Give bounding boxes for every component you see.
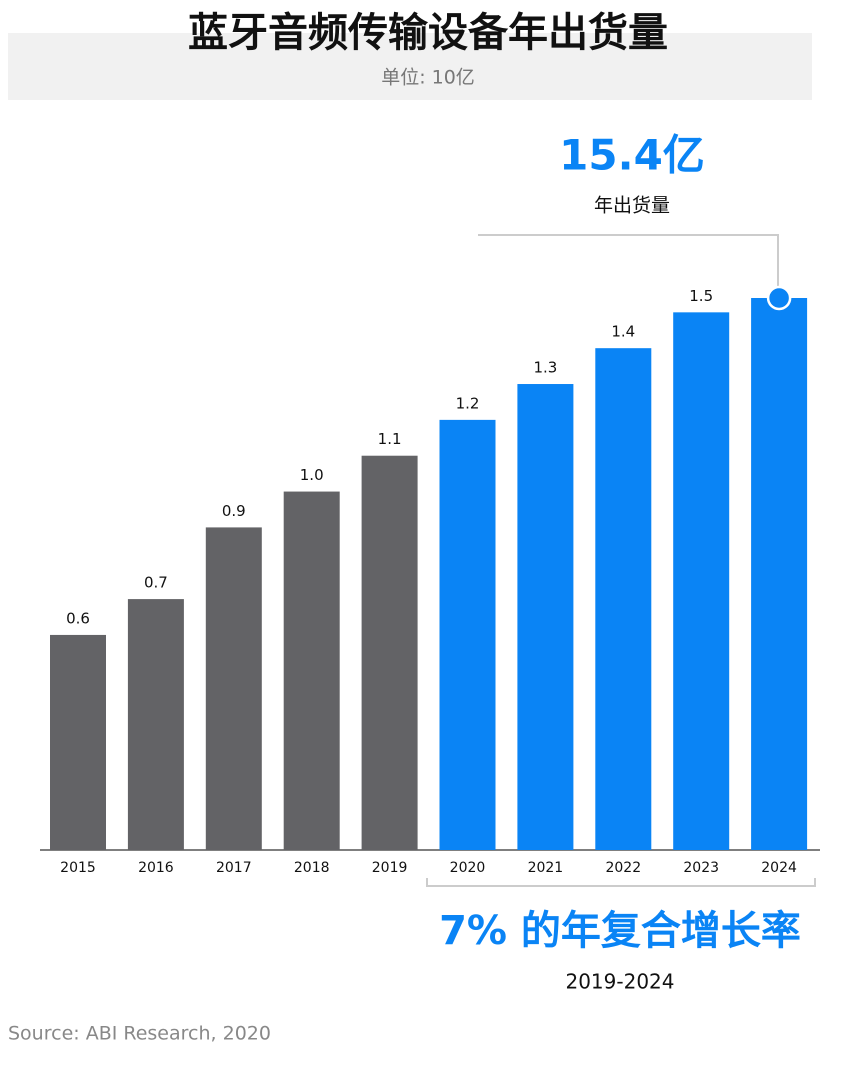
callout-value: 15.4亿 [559,131,705,180]
value-label: 0.9 [222,502,246,520]
growth-period: 2019-2024 [565,970,674,994]
callout-dot [766,285,792,311]
bar [517,384,574,850]
x-tick-label: 2021 [528,860,564,876]
bar [283,491,340,850]
bar [751,298,808,850]
chart-title: 蓝牙音频传输设备年出货量 [188,10,668,56]
bar [127,599,184,850]
bar [595,348,652,850]
value-label: 1.3 [533,359,557,377]
value-label: 1.0 [300,466,324,484]
value-label: 1.2 [456,394,480,412]
bar [361,455,418,850]
growth-bracket [426,878,816,887]
x-tick-label: 2023 [683,860,719,876]
x-tick-label: 2015 [60,860,96,876]
value-label: 0.6 [66,609,90,627]
bar [439,419,496,850]
x-tick-label: 2018 [294,860,330,876]
x-tick-label: 2019 [372,860,408,876]
x-tick-label: 2020 [450,860,486,876]
source: Source: ABI Research, 2020 [8,1023,271,1045]
x-tick-label: 2022 [605,860,641,876]
callout-label: 年出货量 [594,195,670,217]
callout-line [478,234,779,290]
bar [205,527,262,850]
bar [673,312,730,851]
x-tick-label: 2024 [761,860,797,876]
value-label: 1.4 [611,323,635,341]
x-tick-label: 2017 [216,860,252,876]
x-tick-label: 2016 [138,860,174,876]
value-label: 1.1 [378,430,402,448]
title-band [8,33,812,100]
bar [50,634,106,850]
value-label: 1.5 [689,287,713,305]
growth-rate: 7% 的年复合增长率 [439,908,801,954]
chart-subtitle: 单位: 10亿 [381,67,475,89]
value-label: 0.7 [144,574,168,592]
